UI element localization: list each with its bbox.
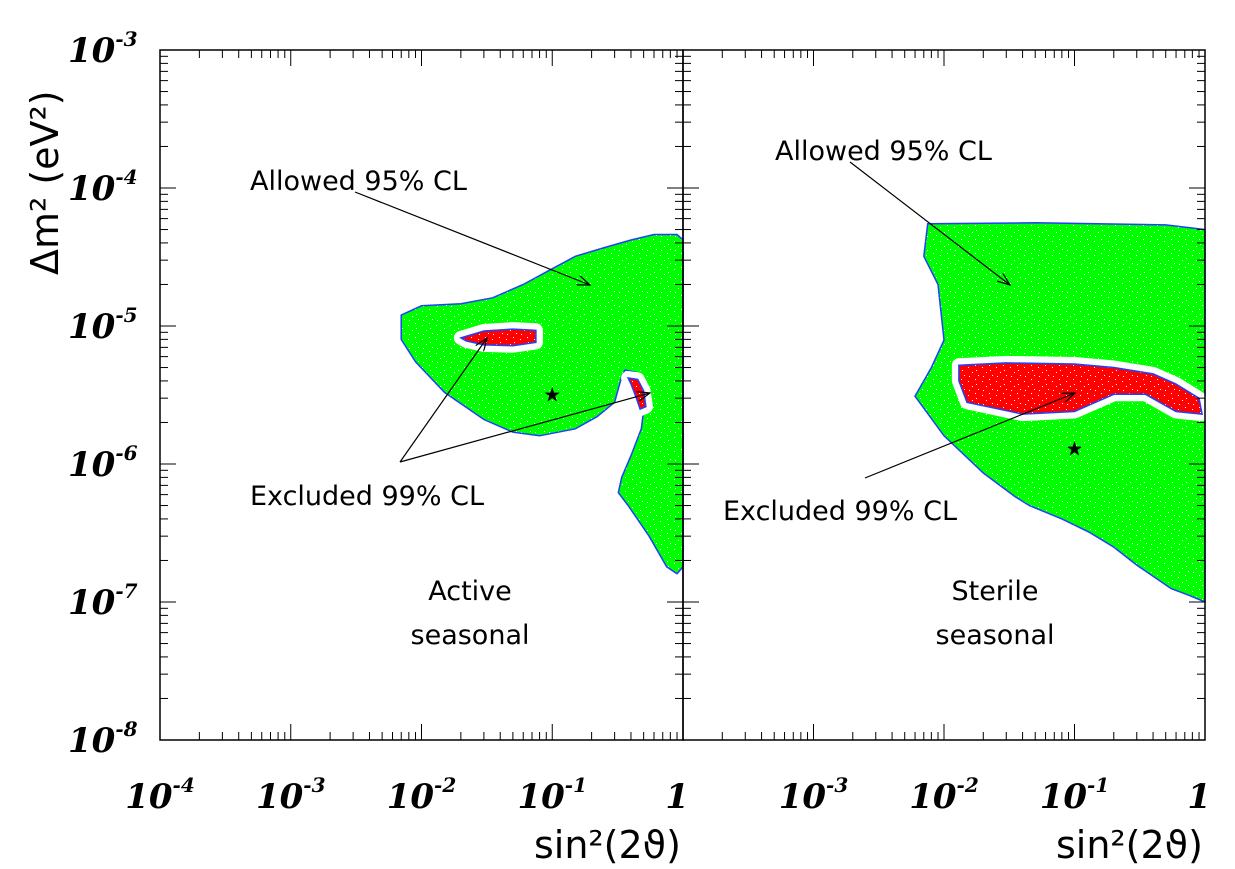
y-tick-label: 10-5 <box>68 303 138 347</box>
best-fit-star: ★ <box>543 382 561 406</box>
y-tick-label: 10-8 <box>68 717 138 761</box>
y-axis-title: Δm² (eV²) <box>23 90 67 275</box>
panel-label: Sterile <box>951 576 1038 607</box>
allowed-arrow <box>849 161 1010 285</box>
allowed-region-95 <box>400 233 684 575</box>
excluded-arrow <box>399 338 487 463</box>
excluded-label: Excluded 99% CL <box>723 496 957 527</box>
excluded-arrow <box>864 393 1075 479</box>
panel-label: Active <box>428 576 512 607</box>
panel-sterile: 10-3 10-2 10-1 1 sin²(2ϑ) Allowed 95% CL Exclu… <box>682 49 1211 867</box>
panel-active: 10-4 10-3 10-2 10-1 1 10-3 10-4 10-5 10-6 10-7 10-… <box>23 27 689 867</box>
excluded-region-99 <box>958 362 1204 415</box>
panel-label: seasonal <box>411 620 530 651</box>
x-tick-label: 10-1 <box>1040 773 1110 817</box>
excluded-arrow <box>399 393 650 463</box>
x-axis-title: sin²(2ϑ) <box>534 823 681 867</box>
x-tick-label: 10-2 <box>387 773 457 817</box>
x-axis-title: sin²(2ϑ) <box>1056 823 1203 867</box>
y-tick-label: 10-6 <box>68 441 138 485</box>
excluded-label: Excluded 99% CL <box>250 481 484 512</box>
allowed-label: Allowed 95% CL <box>250 166 467 197</box>
x-tick-label: 1 <box>1187 777 1211 817</box>
best-fit-star: ★ <box>1066 436 1084 460</box>
y-tick-label: 10-3 <box>68 27 138 71</box>
x-tick-label: 10-1 <box>517 773 587 817</box>
x-tick-label: 1 <box>665 777 689 817</box>
y-tick-label: 10-4 <box>68 165 138 209</box>
x-tick-label: 10-3 <box>256 773 326 817</box>
x-tick-label: 10-3 <box>779 773 849 817</box>
panel-label: seasonal <box>936 620 1055 651</box>
allowed-arrow <box>354 191 590 285</box>
allowed-label: Allowed 95% CL <box>775 136 992 167</box>
x-tick-label: 10-4 <box>125 773 195 817</box>
x-tick-label: 10-2 <box>909 773 979 817</box>
y-tick-label: 10-7 <box>68 579 138 623</box>
